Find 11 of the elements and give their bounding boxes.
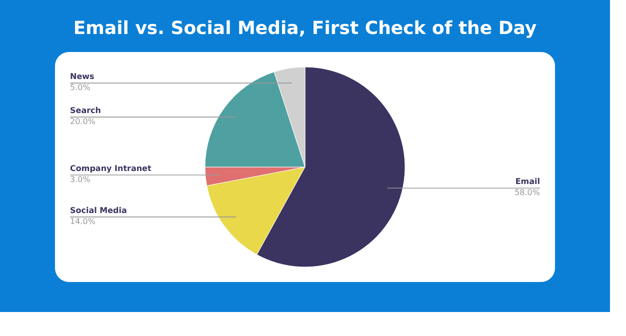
slice-label: Company Intranet bbox=[70, 164, 152, 173]
data-label: 20.0% bbox=[70, 117, 96, 126]
slice-label: Search bbox=[70, 106, 102, 116]
chart-title: Email vs. Social Media, First Check of the Day bbox=[73, 18, 537, 39]
data-label: 14.0% bbox=[70, 216, 96, 226]
data-label: 5.0% bbox=[70, 83, 91, 92]
slice-label: News bbox=[70, 72, 95, 82]
slice-label: Email bbox=[515, 177, 540, 186]
slice-label: Social Media bbox=[70, 206, 127, 215]
data-label: 3.0% bbox=[70, 175, 91, 184]
data-label: 58.0% bbox=[514, 188, 540, 198]
